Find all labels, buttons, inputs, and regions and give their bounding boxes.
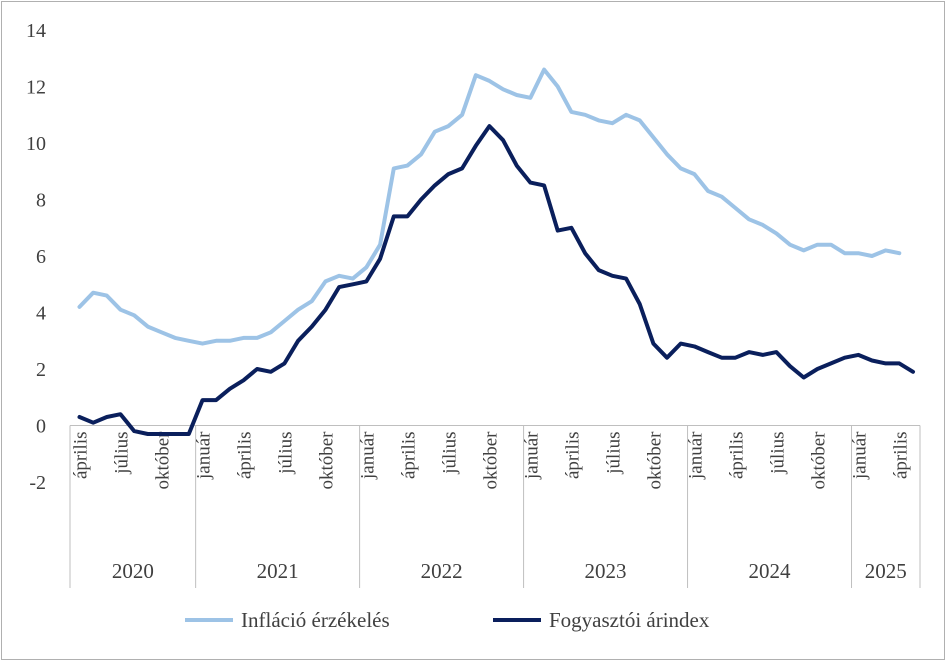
x-tick-label: október [644, 431, 665, 490]
x-tick-label: július [275, 432, 296, 475]
x-tick-label: április [726, 432, 747, 480]
y-tick-label: 8 [36, 190, 46, 212]
x-tick-label: január [521, 431, 542, 480]
x-tick-label: július [111, 432, 132, 475]
legend-label: Infláció érzékelés [241, 608, 390, 632]
y-tick-label: 14 [26, 20, 46, 42]
x-tick-label: április [71, 432, 92, 480]
year-label: 2025 [865, 559, 907, 583]
series-line [77, 67, 902, 346]
y-tick-label: -2 [29, 472, 46, 494]
y-tick-label: 2 [36, 359, 46, 381]
x-tick-label: október [316, 431, 337, 490]
x-tick-label: október [152, 431, 173, 490]
x-tick-label: július [767, 432, 788, 475]
x-tick-label: július [439, 432, 460, 475]
x-tick-label: január [357, 431, 378, 480]
y-tick-label: 12 [26, 77, 46, 99]
x-tick-label: október [808, 431, 829, 490]
x-tick-label: április [234, 432, 255, 480]
y-tick-label: 0 [36, 416, 46, 438]
x-tick-label: április [562, 432, 583, 480]
year-label: 2020 [112, 559, 154, 583]
x-tick-label: január [193, 431, 214, 480]
x-tick-label: október [480, 431, 501, 490]
series-line [77, 124, 915, 436]
x-tick-label: január [685, 431, 706, 480]
year-label: 2023 [585, 559, 627, 583]
y-tick-label: 4 [36, 303, 46, 325]
year-label: 2024 [749, 559, 792, 583]
x-tick-label: április [890, 432, 911, 480]
legend: Infláció érzékelés Fogyasztói árindex [185, 608, 710, 632]
x-tick-label: január [849, 431, 870, 480]
year-label: 2022 [421, 559, 463, 583]
legend-label: Fogyasztói árindex [549, 608, 710, 632]
y-tick-label: 6 [36, 246, 46, 268]
y-axis: 14 12 10 8 6 4 2 0 -2 [26, 20, 46, 494]
x-tick-label: április [398, 432, 419, 480]
year-label: 2021 [257, 559, 299, 583]
x-axis: április július október január április július o… [69, 425, 921, 588]
series-lines [77, 67, 915, 436]
x-tick-label: július [603, 432, 624, 475]
y-tick-label: 10 [26, 133, 46, 155]
